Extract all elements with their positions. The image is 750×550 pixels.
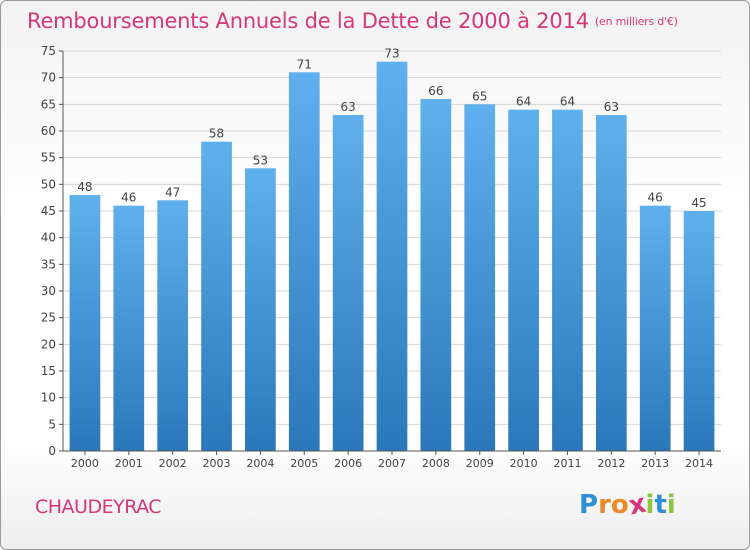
data-label-2009: 65: [472, 89, 487, 103]
data-label-2002: 47: [165, 185, 180, 199]
x-tick-label-2006: 2006: [334, 457, 362, 470]
x-tick-label-2011: 2011: [553, 457, 581, 470]
logo-letter: i: [645, 490, 655, 520]
bar-2012: [595, 115, 627, 451]
bar-2011: [552, 109, 583, 452]
bar-2004: [245, 168, 276, 452]
data-label-2010: 64: [516, 95, 531, 109]
x-tick-label-2005: 2005: [290, 457, 318, 470]
y-tick-label-40: 40: [41, 231, 56, 245]
y-tick-label-10: 10: [41, 391, 56, 405]
y-tick-label-65: 65: [41, 97, 56, 111]
x-tick-label-2012: 2012: [597, 457, 625, 470]
y-tick-label-60: 60: [41, 124, 56, 138]
y-tick-label-45: 45: [41, 204, 56, 218]
y-tick-label-75: 75: [41, 44, 56, 58]
x-tick-label-2013: 2013: [641, 457, 669, 470]
data-label-2013: 46: [648, 191, 663, 205]
x-tick-label-2008: 2008: [422, 457, 450, 470]
data-label-2001: 46: [121, 191, 136, 205]
bars: [69, 61, 715, 452]
x-tick-label-2007: 2007: [378, 457, 406, 470]
y-tick-label-25: 25: [41, 311, 56, 325]
x-tick-label-2001: 2001: [115, 457, 143, 470]
y-tick-label-35: 35: [41, 257, 56, 271]
bar-2010: [508, 109, 539, 452]
proxiti-logo: Proxiti: [579, 489, 676, 522]
bar-2007: [376, 61, 408, 452]
data-label-2000: 48: [77, 180, 92, 194]
logo-letter: i: [666, 490, 676, 520]
chart-subtitle: (en milliers d'€): [594, 15, 678, 28]
chart-title-text: Remboursements Annuels de la Dette de 20…: [27, 9, 589, 33]
data-label-2014: 45: [691, 196, 706, 210]
bar-2000: [69, 195, 101, 451]
data-label-2012: 63: [604, 100, 619, 114]
y-tick-label-30: 30: [41, 284, 56, 298]
logo-letter: P: [579, 490, 599, 520]
bar-2009: [464, 104, 496, 451]
chart-title: Remboursements Annuels de la Dette de 20…: [27, 9, 678, 33]
data-label-2008: 66: [428, 84, 443, 98]
data-label-2003: 58: [209, 127, 224, 141]
axes: [62, 51, 721, 452]
bar-2008: [420, 99, 452, 451]
y-tick-label-55: 55: [41, 151, 56, 165]
y-tick-label-0: 0: [48, 444, 56, 458]
logo-letter: o: [610, 490, 629, 520]
data-label-2004: 53: [253, 153, 268, 167]
commune-name: CHAUDEYRAC: [35, 496, 162, 518]
logo-letter: t: [654, 490, 667, 520]
data-label-2011: 64: [560, 95, 575, 109]
data-label-2005: 71: [297, 57, 312, 71]
bar-2006: [332, 115, 364, 451]
x-tick-label-2009: 2009: [466, 457, 494, 470]
x-tick-label-2004: 2004: [246, 457, 274, 470]
x-tick-label-2002: 2002: [159, 457, 187, 470]
bar-2003: [201, 141, 232, 451]
logo-letter: r: [598, 490, 611, 520]
bar-2014: [683, 211, 715, 451]
x-tick-label-2000: 2000: [71, 457, 99, 470]
y-tick-label-20: 20: [41, 337, 56, 351]
x-tick-label-2003: 2003: [203, 457, 231, 470]
data-label-2007: 73: [384, 47, 399, 61]
bar-2005: [288, 72, 320, 451]
x-tick-label-2010: 2010: [510, 457, 538, 470]
y-tick-label-50: 50: [41, 177, 56, 191]
x-axis-ticks: 2000 2001 2002 2003 2004 2005 2006 2007 2008 2009…: [71, 451, 713, 470]
x-tick-label-2014: 2014: [685, 457, 713, 470]
bar-2013: [639, 205, 671, 451]
y-tick-label-15: 15: [41, 364, 56, 378]
y-tick-label-5: 5: [48, 417, 56, 431]
data-labels: 48 46 47 58 53 71 63 73 66 65 64 64 63 46 45: [77, 47, 706, 210]
y-tick-label-70: 70: [41, 71, 56, 85]
y-axis-ticks: 0 5 10 15 20 25 30 35 40 45 50 55 60 65 70 75: [41, 44, 63, 458]
bar-2002: [157, 200, 189, 451]
data-label-2006: 63: [340, 100, 355, 114]
bar-2001: [113, 205, 145, 451]
